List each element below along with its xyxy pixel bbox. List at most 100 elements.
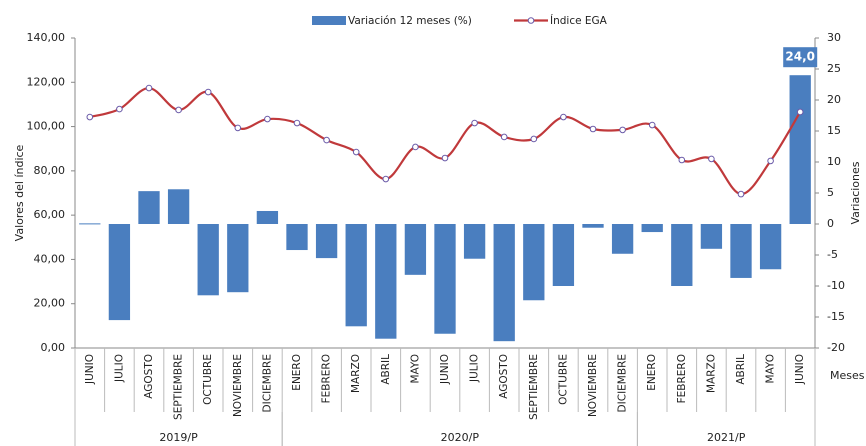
y2-tick-label: 15 (827, 124, 841, 137)
y2-tick-label: 5 (827, 186, 834, 199)
line-marker (234, 124, 242, 132)
legend-swatch (312, 16, 346, 25)
bar (404, 224, 427, 275)
line-marker (323, 136, 330, 144)
x-tick-label: JUNIO (439, 354, 451, 385)
y-tick-label: 80,00 (34, 164, 66, 177)
x-tick-label: DICIEMBRE (261, 354, 273, 412)
line-marker (352, 148, 360, 156)
bar (167, 189, 190, 224)
bar (227, 224, 249, 293)
x-tick-label: SEPTIEMBRE (173, 354, 185, 420)
group-label: 2020/P (441, 431, 480, 444)
x-tick-label: NOVIEMBRE (232, 354, 244, 417)
bar (79, 223, 101, 225)
bar (700, 224, 723, 249)
line-marker (204, 88, 212, 96)
line-marker (293, 119, 301, 127)
x-tick-label: JULIO (113, 354, 125, 383)
line-marker (737, 190, 745, 198)
x-tick-label: ABRIL (735, 354, 747, 385)
legend-swatch (527, 17, 535, 24)
x-tick-label: OCTUBRE (202, 354, 214, 405)
x-tick-label: JUNIO (84, 354, 96, 385)
y-axis-title: Valores del índice (13, 144, 26, 241)
bar (286, 224, 308, 251)
line-marker (441, 154, 449, 162)
line-marker (412, 143, 419, 151)
value-label: 24,0 (785, 50, 815, 64)
bar (611, 224, 634, 254)
bar (730, 224, 752, 278)
bar (523, 224, 545, 301)
legend-label: Índice EGA (550, 14, 608, 27)
bar (256, 210, 279, 224)
bar (789, 75, 811, 224)
line-marker (86, 113, 94, 121)
x-tick-label: MAYO (765, 354, 777, 384)
x-tick-label: JULIO (469, 354, 481, 383)
value-label-box (783, 47, 818, 68)
y-tick-label: 140,00 (27, 31, 66, 44)
y-tick-label: 120,00 (27, 75, 66, 88)
x-tick-label: DICIEMBRE (617, 354, 629, 412)
line-marker (589, 125, 597, 133)
line-marker (708, 155, 715, 163)
line-marker (619, 126, 626, 134)
x-tick-label: AGOSTO (498, 354, 510, 399)
line-marker (116, 105, 123, 113)
y-tick-label: 100,00 (27, 120, 66, 133)
bar (345, 224, 367, 327)
y-tick-label: 40,00 (34, 252, 66, 265)
line-marker (530, 135, 538, 143)
bar (671, 224, 693, 286)
line-marker (796, 108, 804, 116)
bar (138, 191, 160, 224)
line-marker (767, 157, 774, 165)
x-tick-label: FEBRERO (321, 354, 333, 403)
bar (759, 224, 782, 270)
y2-tick-label: -20 (827, 341, 845, 354)
line-marker (145, 84, 153, 92)
group-label: 2021/P (707, 431, 746, 444)
bar (315, 224, 338, 259)
x-tick-label: ABRIL (380, 354, 392, 385)
legend-label: Variación 12 meses (%) (348, 15, 472, 27)
x-tick-label: SEPTIEMBRE (528, 354, 540, 420)
x-tick-label: FEBRERO (676, 354, 688, 403)
line-marker (175, 106, 182, 114)
y-tick-label: 20,00 (34, 297, 66, 310)
bar (641, 224, 663, 233)
x-tick-label: ENERO (291, 354, 303, 391)
x-tick-label: ENERO (646, 354, 658, 391)
bar (493, 224, 515, 342)
y-tick-label: 60,00 (34, 208, 66, 221)
y2-tick-label: 10 (827, 155, 841, 168)
x-tick-label: MAYO (409, 354, 421, 384)
y2-tick-label: -15 (827, 310, 845, 323)
x-tick-label: NOVIEMBRE (587, 354, 599, 417)
y2-tick-label: 25 (827, 62, 841, 75)
line-marker (500, 133, 508, 141)
line (89, 86, 802, 196)
line-marker (382, 175, 390, 183)
bar (463, 224, 486, 259)
y2-axis-title: Variaciones (849, 161, 862, 224)
bar (552, 224, 575, 286)
bar (434, 224, 456, 334)
y2-tick-label: 20 (827, 93, 841, 106)
line-marker (264, 115, 271, 123)
x-tick-label: MARZO (350, 354, 362, 393)
x-tick-label: OCTUBRE (557, 354, 569, 405)
y-tick-label: 0,00 (41, 341, 66, 354)
y2-tick-label: 0 (827, 217, 834, 230)
bar (108, 224, 131, 321)
line-marker (471, 119, 478, 127)
line-marker (560, 113, 567, 121)
group-label: 2019/P (159, 431, 198, 444)
line-marker (648, 121, 656, 129)
x-tick-label: JUNIO (794, 354, 806, 385)
bar (582, 224, 604, 228)
x-axis-title: Meses (830, 369, 865, 382)
